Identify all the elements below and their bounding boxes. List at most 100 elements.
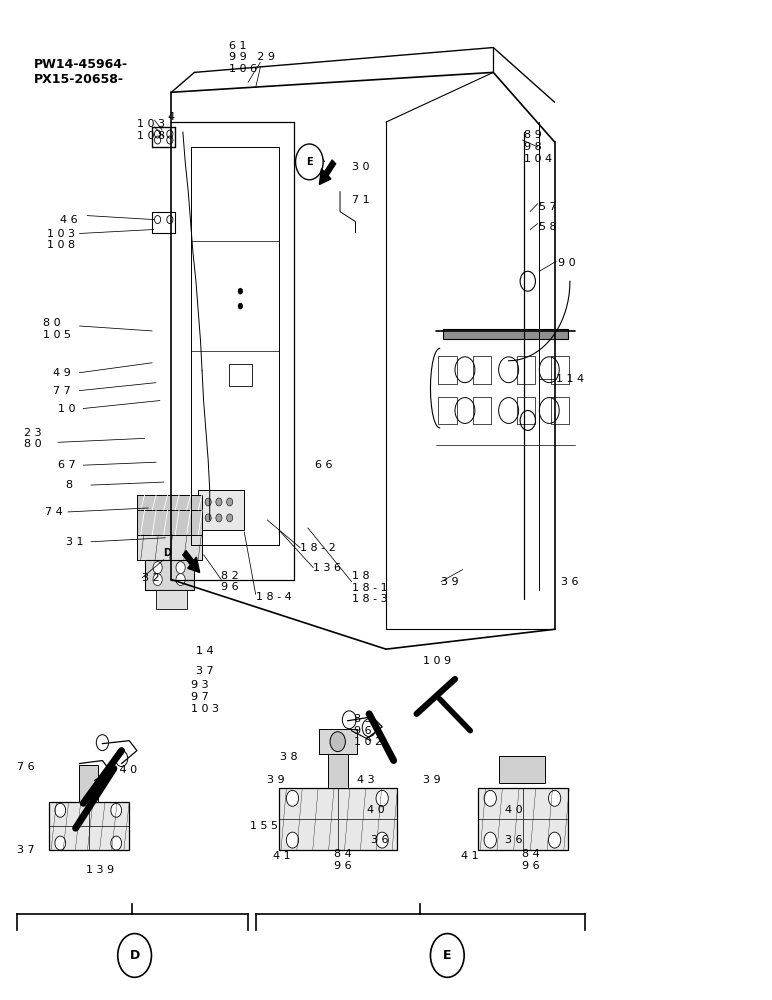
Circle shape [484,790,496,806]
Text: 2 3
8 0: 2 3 8 0 [24,428,42,449]
Text: E: E [306,157,313,167]
Text: 1 1 4: 1 1 4 [556,374,584,384]
Text: 8 0
1 0 5: 8 0 1 0 5 [42,318,70,340]
Bar [472,397,491,424]
Circle shape [226,498,232,506]
Text: 1 4: 1 4 [196,646,214,656]
Text: 8 3
9 6
1 0 2: 8 3 9 6 1 0 2 [354,714,382,747]
Text: 3 8: 3 8 [280,752,298,762]
Bar [517,397,536,424]
Circle shape [548,790,560,806]
Text: 1 0 3
1 0 8: 1 0 3 1 0 8 [137,119,165,141]
Bar [438,356,456,384]
Circle shape [216,514,222,522]
Text: 1 8 - 2: 1 8 - 2 [300,543,336,553]
Circle shape [216,498,222,506]
Text: D: D [164,548,171,558]
Circle shape [176,574,185,586]
Bar [156,589,187,609]
Text: PW14-45964-
PX15-20658-: PW14-45964- PX15-20658- [33,58,127,86]
Text: 8 9
9 8
1 0 4: 8 9 9 8 1 0 4 [524,130,552,164]
Text: 3 6: 3 6 [505,835,523,845]
Circle shape [55,803,66,817]
Text: 1 0: 1 0 [58,404,76,414]
Bar [550,397,569,424]
Text: 3 2: 3 2 [142,573,160,583]
Text: 7 4: 7 4 [45,507,63,517]
Circle shape [205,514,212,522]
Text: 7 7: 7 7 [52,386,70,396]
Circle shape [111,803,121,817]
Text: 4 1: 4 1 [273,851,290,861]
Circle shape [330,732,345,752]
Text: 1 4 0: 1 4 0 [109,765,137,775]
Bar [550,356,569,384]
Text: 1 3 9: 1 3 9 [86,865,113,875]
Bar [328,749,347,788]
Circle shape [153,574,162,586]
Circle shape [484,832,496,848]
Bar [472,356,491,384]
Text: 7 1: 7 1 [351,195,369,205]
Text: 3 7: 3 7 [196,666,214,676]
Text: 3 0: 3 0 [351,162,369,172]
Text: 4 3: 4 3 [357,775,374,785]
Text: 8: 8 [66,480,73,490]
Text: 3 9: 3 9 [441,577,459,587]
Circle shape [55,836,66,850]
Text: 3 6: 3 6 [560,577,578,587]
Bar [478,788,568,850]
Text: D: D [130,949,140,962]
Text: E: E [443,949,452,962]
Text: 8 2
9 6: 8 2 9 6 [222,571,239,592]
Circle shape [176,562,185,574]
Text: 1 5 5: 1 5 5 [249,821,278,831]
Circle shape [548,832,560,848]
Bar [80,765,98,802]
Text: 4 0: 4 0 [505,805,523,815]
Text: 1 3 6: 1 3 6 [313,563,341,573]
Text: 5 7: 5 7 [540,202,557,212]
Circle shape [286,790,299,806]
Text: 1 0 9: 1 0 9 [423,656,451,666]
Text: 3 9: 3 9 [267,775,285,785]
Text: 4 0: 4 0 [367,805,384,815]
Text: 4 1: 4 1 [461,851,479,861]
Bar [144,560,195,589]
Text: 4: 4 [168,112,174,122]
Bar [443,329,567,339]
Text: 9 3
9 7
1 0 3: 9 3 9 7 1 0 3 [191,680,218,714]
Bar [279,788,398,850]
Bar [137,495,202,510]
FancyArrow shape [320,160,336,185]
Text: 8 4
9 6: 8 4 9 6 [523,849,540,871]
Text: 1 0 3
1 0 8: 1 0 3 1 0 8 [47,229,76,250]
Bar [229,364,252,386]
Text: 9 0: 9 0 [558,258,576,268]
Text: 7 6: 7 6 [16,762,34,772]
Circle shape [238,303,242,309]
Text: 6 6: 6 6 [316,460,333,470]
Circle shape [205,498,212,506]
Circle shape [376,790,388,806]
Text: 4 6: 4 6 [60,215,78,225]
Text: 4 9: 4 9 [52,368,70,378]
Text: 5 8: 5 8 [540,222,557,232]
Text: 8 4
9 6: 8 4 9 6 [334,849,351,871]
Circle shape [238,288,242,294]
Bar [198,490,244,530]
Text: 6 7: 6 7 [58,460,76,470]
FancyArrow shape [183,551,200,572]
Circle shape [226,514,232,522]
Bar [319,729,357,754]
Bar [499,756,546,783]
Text: 3 1: 3 1 [66,537,83,547]
Bar [137,510,202,535]
Text: 6 1
9 9   2 9
1 0 6: 6 1 9 9 2 9 1 0 6 [229,41,275,74]
Bar [517,356,536,384]
Circle shape [376,832,388,848]
Text: 1 8
1 8 - 1
1 8 - 3: 1 8 1 8 - 1 1 8 - 3 [351,571,387,604]
Text: 3 9: 3 9 [423,775,440,785]
Circle shape [153,562,162,574]
Bar [137,535,202,560]
